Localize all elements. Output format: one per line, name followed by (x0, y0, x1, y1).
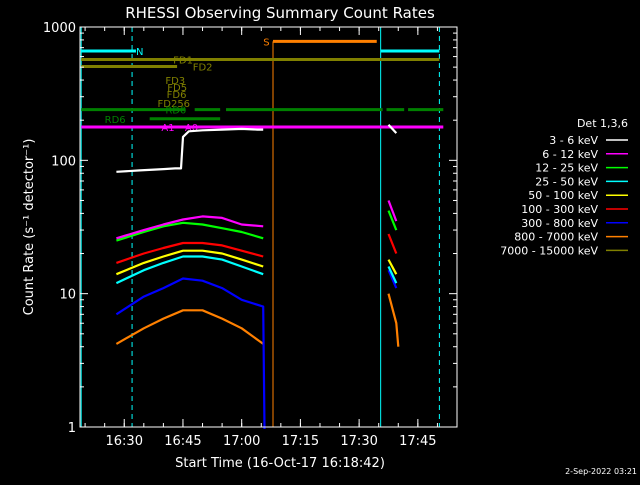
legend-label-1: 6 - 12 keV (542, 148, 598, 161)
series-line-100-300kev-1 (387, 233, 398, 254)
state-label-fd2: FD2 (193, 63, 213, 74)
series-line-3-6kev-1 (387, 123, 398, 134)
series-line-300-800kev-0 (115, 277, 266, 430)
series-line-6-12kev-0 (116, 215, 264, 240)
series-line-25-50kev-0 (115, 255, 264, 285)
state-label-fd6: FD6 (167, 90, 187, 101)
date-stamp: 2-Sep-2022 03:21 (565, 467, 637, 476)
state-label-fd1: FD1 (173, 56, 193, 67)
state-label-a0: A0 (185, 123, 198, 134)
series-line-800-7000kev-1 (387, 293, 400, 347)
series-line-25-50kev-1 (387, 266, 398, 284)
state-label-rd0: RD0 (165, 106, 186, 117)
series-line-12-25kev-0 (116, 221, 264, 242)
x-tick-label: 17:15 (282, 434, 319, 449)
legend-label-4: 50 - 100 keV (528, 189, 598, 202)
y-tick-label: 1000 (43, 21, 76, 36)
state-label-rd6: RD6 (105, 115, 126, 126)
state-label-n: N (136, 47, 143, 58)
x-tick-label: 16:45 (164, 434, 201, 449)
x-axis-label: Start Time (16-Oct-17 16:18:42) (175, 456, 385, 471)
chart-title: RHESSI Observing Summary Count Rates (125, 4, 435, 22)
x-tick-label: 16:30 (106, 434, 143, 449)
plot-frame (79, 26, 458, 428)
y-axis-label: Count Rate (s⁻¹ detector⁻¹) (22, 139, 37, 316)
legend-label-7: 800 - 7000 keV (514, 231, 598, 244)
series-line-6-12kev-1 (387, 200, 398, 222)
y-tick-label: 10 (59, 288, 76, 303)
state-label-a1: A1 (161, 123, 174, 134)
legend-label-3: 25 - 50 keV (535, 175, 598, 188)
state-label-fd3: FD3 (165, 76, 185, 87)
series-line-12-25kev-1 (387, 210, 398, 231)
series-line-3-6kev-0 (116, 127, 264, 173)
state-label-fd256: FD256 (158, 99, 191, 110)
series-line-300-800kev-1 (387, 269, 398, 289)
state-label-s: S (263, 37, 269, 48)
series-line-100-300kev-0 (116, 241, 264, 264)
legend-label-6: 300 - 800 keV (521, 217, 598, 230)
x-tick-label: 17:30 (340, 434, 377, 449)
y-tick-label: 1 (68, 421, 76, 436)
series-line-50-100kev-1 (387, 259, 398, 275)
state-label-fd5: FD5 (167, 83, 187, 94)
legend-label-5: 100 - 300 keV (521, 203, 598, 216)
x-tick-label: 17:45 (399, 434, 436, 449)
legend-label-0: 3 - 6 keV (549, 134, 598, 147)
x-tick-label: 17:00 (223, 434, 260, 449)
legend-label-2: 12 - 25 keV (535, 162, 598, 175)
legend-label-8: 7000 - 15000 keV (500, 244, 598, 257)
series-line-800-7000kev-0 (115, 309, 264, 345)
y-tick-label: 100 (51, 154, 76, 169)
series-line-50-100kev-0 (115, 249, 264, 276)
legend-title: Det 1,3,6 (577, 117, 628, 130)
